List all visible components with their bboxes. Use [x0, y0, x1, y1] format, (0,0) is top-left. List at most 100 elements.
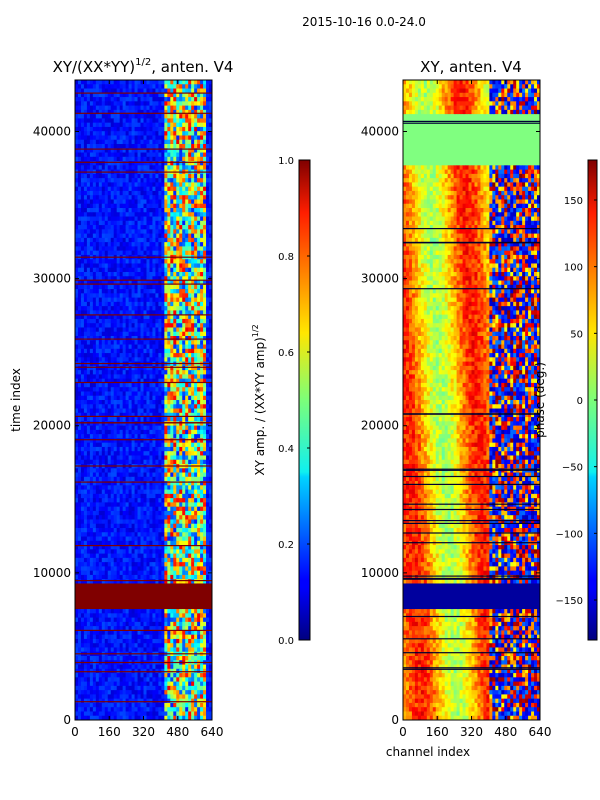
heatmap-cell — [98, 88, 103, 94]
heatmap-cell — [95, 259, 100, 264]
heatmap-cell — [95, 370, 100, 375]
heatmap-cell — [164, 446, 168, 452]
heatmap-cell — [146, 314, 150, 320]
heatmap-cell — [170, 485, 174, 490]
heatmap-cell — [116, 336, 121, 341]
heatmap-cell — [119, 344, 124, 350]
heatmap-cell — [167, 318, 171, 324]
heatmap-cell — [125, 88, 130, 94]
heatmap-cell — [182, 348, 186, 354]
heatmap-cell — [149, 434, 153, 439]
heatmap-cell — [161, 173, 165, 179]
heatmap-cell — [110, 182, 115, 188]
heatmap-cell — [86, 523, 91, 529]
heatmap-cell — [200, 165, 204, 170]
heatmap-cell — [95, 182, 100, 188]
heatmap-cell — [152, 92, 156, 98]
heatmap-cell — [107, 357, 112, 362]
heatmap-cell — [194, 297, 198, 303]
heatmap-cell — [119, 101, 124, 106]
heatmap-cell — [206, 331, 210, 337]
heatmap-cell — [98, 498, 103, 503]
heatmap-cell — [110, 425, 115, 431]
heatmap-cell — [77, 523, 82, 529]
heatmap-cell — [155, 139, 159, 145]
heatmap-cell — [194, 101, 198, 106]
heatmap-cell — [113, 429, 118, 435]
heatmap-cell — [188, 382, 192, 388]
heatmap-cell — [131, 178, 135, 183]
heatmap-cell — [146, 387, 150, 392]
heatmap-cell — [167, 455, 171, 461]
heatmap-cell — [104, 327, 109, 333]
heatmap-cell — [194, 114, 198, 119]
heatmap-cell — [173, 80, 177, 85]
heatmap-cell — [146, 528, 150, 533]
heatmap-cell — [125, 532, 130, 537]
heatmap-cell — [75, 165, 79, 170]
heatmap-cell — [119, 144, 124, 149]
heatmap-cell — [149, 276, 153, 281]
heatmap-cell — [131, 493, 135, 499]
heatmap-cell — [116, 190, 121, 196]
heatmap-cell — [140, 451, 144, 456]
heatmap-cell — [77, 242, 82, 247]
heatmap-cell — [155, 459, 159, 465]
heatmap-cell — [173, 510, 177, 516]
heatmap-cell — [203, 182, 207, 188]
heatmap-cell — [173, 284, 177, 290]
heatmap-cell — [98, 144, 103, 149]
heatmap-cell — [170, 297, 174, 303]
heatmap-cell — [83, 246, 88, 252]
heatmap-cell — [176, 267, 180, 273]
heatmap-cell — [191, 404, 195, 409]
heatmap-cell — [149, 523, 153, 529]
heatmap-cell — [176, 97, 180, 102]
heatmap-cell — [203, 97, 207, 102]
heatmap-cell — [80, 468, 85, 473]
heatmap-cell — [104, 476, 109, 482]
heatmap-cell — [89, 246, 94, 252]
heatmap-cell — [149, 395, 153, 401]
heatmap-cell — [77, 455, 82, 461]
heatmap-cell — [155, 92, 159, 98]
heatmap-cell — [161, 382, 165, 388]
heatmap-cell — [158, 225, 162, 230]
heatmap-cell — [113, 365, 118, 371]
heatmap-cell — [119, 139, 124, 145]
heatmap-cell — [116, 510, 121, 516]
heatmap-cell — [185, 532, 189, 537]
heatmap-cell — [137, 263, 141, 269]
heatmap-cell — [155, 156, 159, 162]
heatmap-cell — [179, 220, 183, 226]
heatmap-cell — [167, 122, 171, 128]
heatmap-cell — [191, 438, 195, 444]
heatmap-cell — [89, 314, 94, 320]
heatmap-cell — [176, 229, 180, 234]
heatmap-cell — [95, 481, 100, 486]
heatmap-cell — [143, 429, 147, 435]
heatmap-cell — [194, 284, 198, 290]
heatmap-cell — [143, 400, 147, 405]
heatmap-cell — [119, 382, 124, 388]
heatmap-cell — [173, 446, 177, 452]
heatmap-cell — [185, 421, 189, 426]
heatmap-cell — [161, 421, 165, 426]
heatmap-cell — [113, 446, 118, 452]
heatmap-cell — [149, 455, 153, 461]
heatmap-cell — [200, 135, 204, 141]
heatmap-cell — [75, 267, 79, 273]
heatmap-cell — [170, 374, 174, 380]
heatmap-cell — [155, 84, 159, 89]
heatmap-cell — [122, 442, 127, 448]
heatmap-cell — [101, 378, 106, 384]
heatmap-cell — [182, 421, 186, 426]
heatmap-cell — [75, 84, 79, 89]
heatmap-cell — [116, 417, 121, 422]
heatmap-cell — [152, 144, 156, 149]
heatmap-cell — [206, 502, 210, 508]
heatmap-cell — [143, 442, 147, 448]
heatmap-cell — [173, 523, 177, 529]
heatmap-cell — [191, 272, 195, 277]
heatmap-cell — [77, 412, 82, 418]
